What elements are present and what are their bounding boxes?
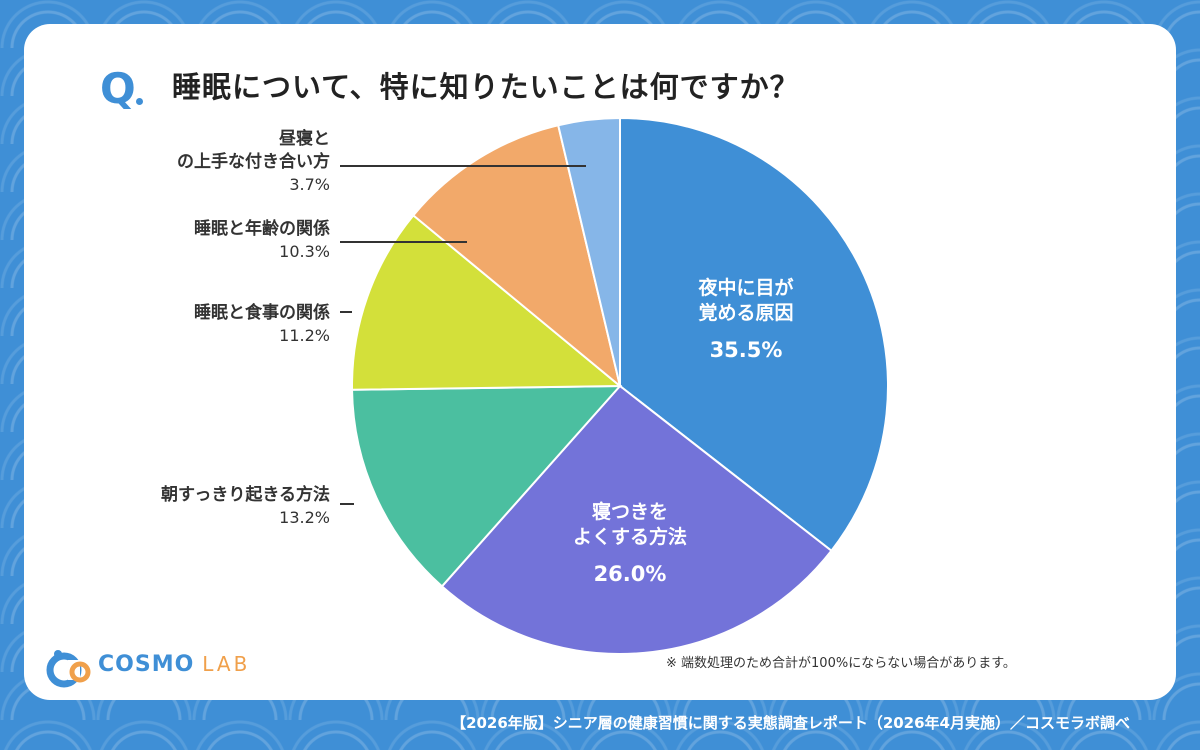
slice-label-morning-text: 朝すっきり起きる方法 [161, 485, 330, 505]
pie-slices [351, 116, 889, 655]
slice-value-morning: 13.2% [279, 507, 330, 527]
slice-value-age: 10.3% [279, 241, 330, 261]
slice-value-fall-asleep: 26.0% [593, 562, 667, 587]
question-marker-dot [136, 98, 143, 105]
source-footer: 【2026年版】シニア層の健康習慣に関する実態調査レポート（2026年4月実施）… [451, 714, 1130, 732]
slice-label-nap-line2: の上手な付き合い方 [177, 151, 330, 172]
slice-label-night-wake-line2: 覚める原因 [698, 301, 794, 324]
question-title: 睡眠について、特に知りたいことは何ですか？ [172, 70, 800, 104]
logo-wordmark: COSMO LAB [98, 652, 250, 677]
pie-slice-fall-asleep [440, 384, 833, 655]
slice-value-night-wake: 35.5% [709, 338, 783, 363]
slice-label-nap: 昼寝と の上手な付き合い方 3.7% [177, 128, 330, 195]
slice-label-night-wake: 夜中に目が 覚める原因 35.5% [698, 276, 793, 365]
slice-label-food: 睡眠と食事の関係 11.2% [194, 302, 330, 347]
logo-sub: LAB [202, 652, 251, 676]
slice-value-food: 11.2% [279, 325, 330, 345]
slice-label-fall-asleep: 寝つきを よくする方法 26.0% [573, 500, 687, 589]
slice-label-age: 睡眠と年齢の関係 10.3% [194, 218, 330, 263]
logo-name: COSMO [98, 652, 195, 677]
slice-label-fall-asleep-line1: 寝つきを [591, 501, 669, 523]
slice-label-nap-line1: 昼寝と [279, 129, 330, 149]
question-marker: Q [100, 64, 136, 113]
pie-slice-age [411, 124, 622, 389]
pie-slice-night-wake [619, 116, 889, 553]
slice-label-food-text: 睡眠と食事の関係 [194, 303, 330, 323]
slice-value-nap: 3.7% [289, 174, 330, 194]
slice-label-night-wake-line1: 夜中に目が [698, 277, 794, 299]
pie-slice-food [351, 213, 623, 391]
slice-label-age-text: 睡眠と年齢の関係 [194, 219, 330, 239]
rounding-note: ※ 端数処理のため合計が100%にならない場合があります。 [666, 656, 1016, 671]
cosmo-lab-logo-icon [46, 650, 91, 688]
pie-slice-morning [351, 384, 623, 588]
slice-label-fall-asleep-line2: よくする方法 [572, 525, 688, 548]
pie-slice-nap [556, 116, 621, 387]
leader-lines [340, 165, 586, 505]
slice-label-morning: 朝すっきり起きる方法 13.2% [161, 484, 330, 529]
